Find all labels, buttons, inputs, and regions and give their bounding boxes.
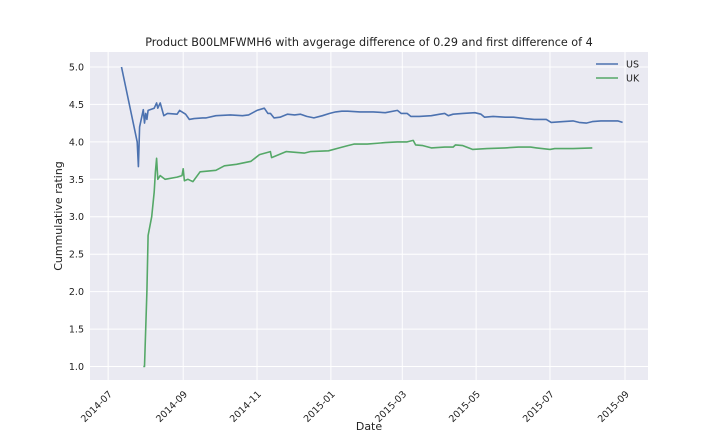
y-axis-label: Cummulative rating bbox=[52, 161, 65, 271]
x-tick-label: 2015-05 bbox=[447, 389, 483, 425]
y-tick-label: 5.0 bbox=[69, 62, 84, 73]
y-tick-label: 4.0 bbox=[69, 137, 84, 148]
y-tick-label: 3.0 bbox=[69, 212, 84, 223]
x-tick-label: 2015-09 bbox=[596, 389, 632, 425]
y-tick-label: 4.5 bbox=[69, 100, 84, 111]
y-tick-label: 3.5 bbox=[69, 175, 84, 186]
x-tick-label: 2014-07 bbox=[79, 389, 115, 425]
x-axis-label: Date bbox=[356, 420, 383, 432]
legend-label-us: US bbox=[626, 60, 639, 71]
y-tick-label: 1.0 bbox=[69, 362, 84, 373]
y-tick-label: 2.5 bbox=[69, 250, 84, 261]
x-tick-label: 2014-11 bbox=[228, 389, 264, 425]
y-tick-labels: 1.0 1.5 2.0 2.5 3.0 3.5 4.0 4.5 5.0 bbox=[69, 62, 84, 373]
x-tick-label: 2014-09 bbox=[154, 389, 190, 425]
y-tick-label: 2.0 bbox=[69, 287, 84, 298]
grid-lines bbox=[90, 52, 648, 380]
series-line-us bbox=[120, 66, 623, 168]
series-line-uk bbox=[143, 139, 593, 368]
series-lines bbox=[120, 66, 623, 368]
legend: US UK bbox=[596, 60, 640, 85]
x-tick-label: 2015-01 bbox=[302, 389, 338, 425]
plot-area bbox=[90, 52, 648, 380]
legend-label-uk: UK bbox=[626, 74, 640, 85]
y-tick-label: 1.5 bbox=[69, 325, 84, 336]
x-tick-label: 2015-07 bbox=[521, 389, 557, 425]
chart-title: Product B00LMFWMH6 with avgerage differe… bbox=[145, 36, 593, 49]
